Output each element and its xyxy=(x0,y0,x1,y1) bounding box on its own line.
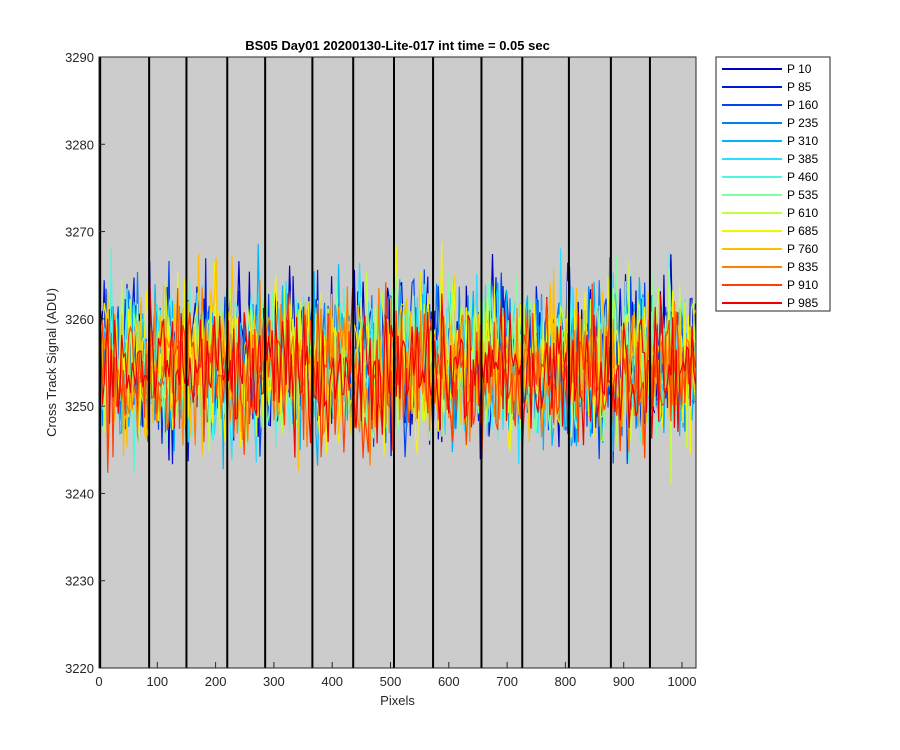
x-tick-label: 200 xyxy=(205,674,227,689)
x-axis-ticks: 0 100 200 300 400 500 600 700 800 900 1000 xyxy=(95,662,696,689)
y-tick-label: 3220 xyxy=(65,661,94,676)
chart-title: BS05 Day01 20200130-Lite-017 int time = … xyxy=(245,38,550,53)
y-tick-label: 3230 xyxy=(65,574,94,589)
y-tick-label: 3250 xyxy=(65,399,94,414)
legend-label: P 160 xyxy=(787,98,818,112)
x-tick-label: 800 xyxy=(555,674,577,689)
x-axis-label: Pixels xyxy=(380,693,415,708)
legend-label: P 310 xyxy=(787,134,818,148)
x-tick-label: 700 xyxy=(496,674,518,689)
y-tick-label: 3280 xyxy=(65,137,94,152)
legend-label: P 10 xyxy=(787,62,812,76)
series-line-p-985 xyxy=(98,281,696,458)
y-tick-label: 3260 xyxy=(65,312,94,327)
legend: P 10 P 85 P 160 P 235 P 310 P 385 P 460 P 535 P … xyxy=(715,56,831,312)
x-tick-label: 400 xyxy=(321,674,343,689)
legend-label: P 910 xyxy=(787,278,818,292)
x-tick-label: 1000 xyxy=(668,674,697,689)
legend-box xyxy=(715,56,831,312)
y-tick-label: 3270 xyxy=(65,225,94,240)
x-tick-label: 600 xyxy=(438,674,460,689)
legend-label: P 535 xyxy=(787,188,818,202)
y-tick-label: 3290 xyxy=(65,50,94,65)
legend-label: P 610 xyxy=(787,206,818,220)
legend-label: P 685 xyxy=(787,224,818,238)
x-tick-label: 900 xyxy=(613,674,635,689)
plot-frame xyxy=(98,56,697,669)
y-axis-ticks: 3220 3230 3240 3250 3260 3270 3280 3290 xyxy=(65,50,105,676)
legend-label: P 460 xyxy=(787,170,818,184)
x-tick-label: 100 xyxy=(146,674,168,689)
x-tick-label: 0 xyxy=(95,674,102,689)
series-layer xyxy=(98,241,696,485)
x-tick-label: 500 xyxy=(380,674,402,689)
legend-label: P 835 xyxy=(787,260,818,274)
legend-label: P 385 xyxy=(787,152,818,166)
legend-label: P 985 xyxy=(787,296,818,310)
y-tick-label: 3240 xyxy=(65,486,94,501)
legend-label: P 85 xyxy=(787,80,812,94)
vertical-lines xyxy=(99,57,651,668)
legend-label: P 760 xyxy=(787,242,818,256)
legend-label: P 235 xyxy=(787,116,818,130)
y-axis-label: Cross Track Signal (ADU) xyxy=(44,288,59,437)
x-tick-label: 300 xyxy=(263,674,285,689)
